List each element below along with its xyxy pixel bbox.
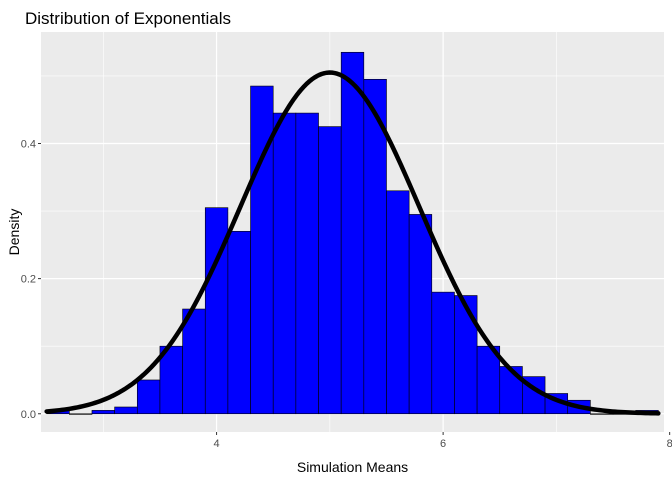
y-axis-title: Density (6, 209, 22, 256)
x-tick-label: 6 (440, 438, 446, 450)
histogram-bar (590, 413, 614, 415)
histogram-bar (114, 406, 138, 415)
histogram-bar (136, 379, 161, 415)
chart-title: Distribution of Exponentials (25, 9, 231, 28)
histogram-bars (46, 51, 659, 415)
y-tick-label: 0.0 (21, 409, 36, 421)
histogram-bar (69, 413, 93, 415)
histogram-bar (340, 51, 365, 415)
histogram-bar (250, 85, 274, 415)
histogram-bar (182, 308, 206, 415)
x-axis-title: Simulation Means (297, 459, 408, 475)
density-curve (44, 70, 661, 416)
x-tick-label: 4 (214, 438, 220, 450)
histogram-bar (295, 112, 319, 415)
y-axis: 0.0 0.2 0.4 (21, 138, 41, 421)
y-tick-label: 0.2 (21, 274, 36, 286)
histogram-bar (227, 231, 251, 415)
histogram-bar (386, 190, 410, 415)
y-tick-label: 0.4 (21, 138, 36, 150)
histogram-bar (318, 126, 342, 415)
histogram-bar (408, 214, 433, 415)
x-tick-label: 8 (667, 438, 672, 450)
histogram-bar (272, 112, 297, 415)
histogram-bar (431, 291, 455, 415)
histogram-bar (454, 295, 478, 415)
x-axis: 4 6 8 (214, 432, 672, 450)
histogram-bar (499, 366, 523, 415)
histogram-bar (91, 410, 115, 415)
